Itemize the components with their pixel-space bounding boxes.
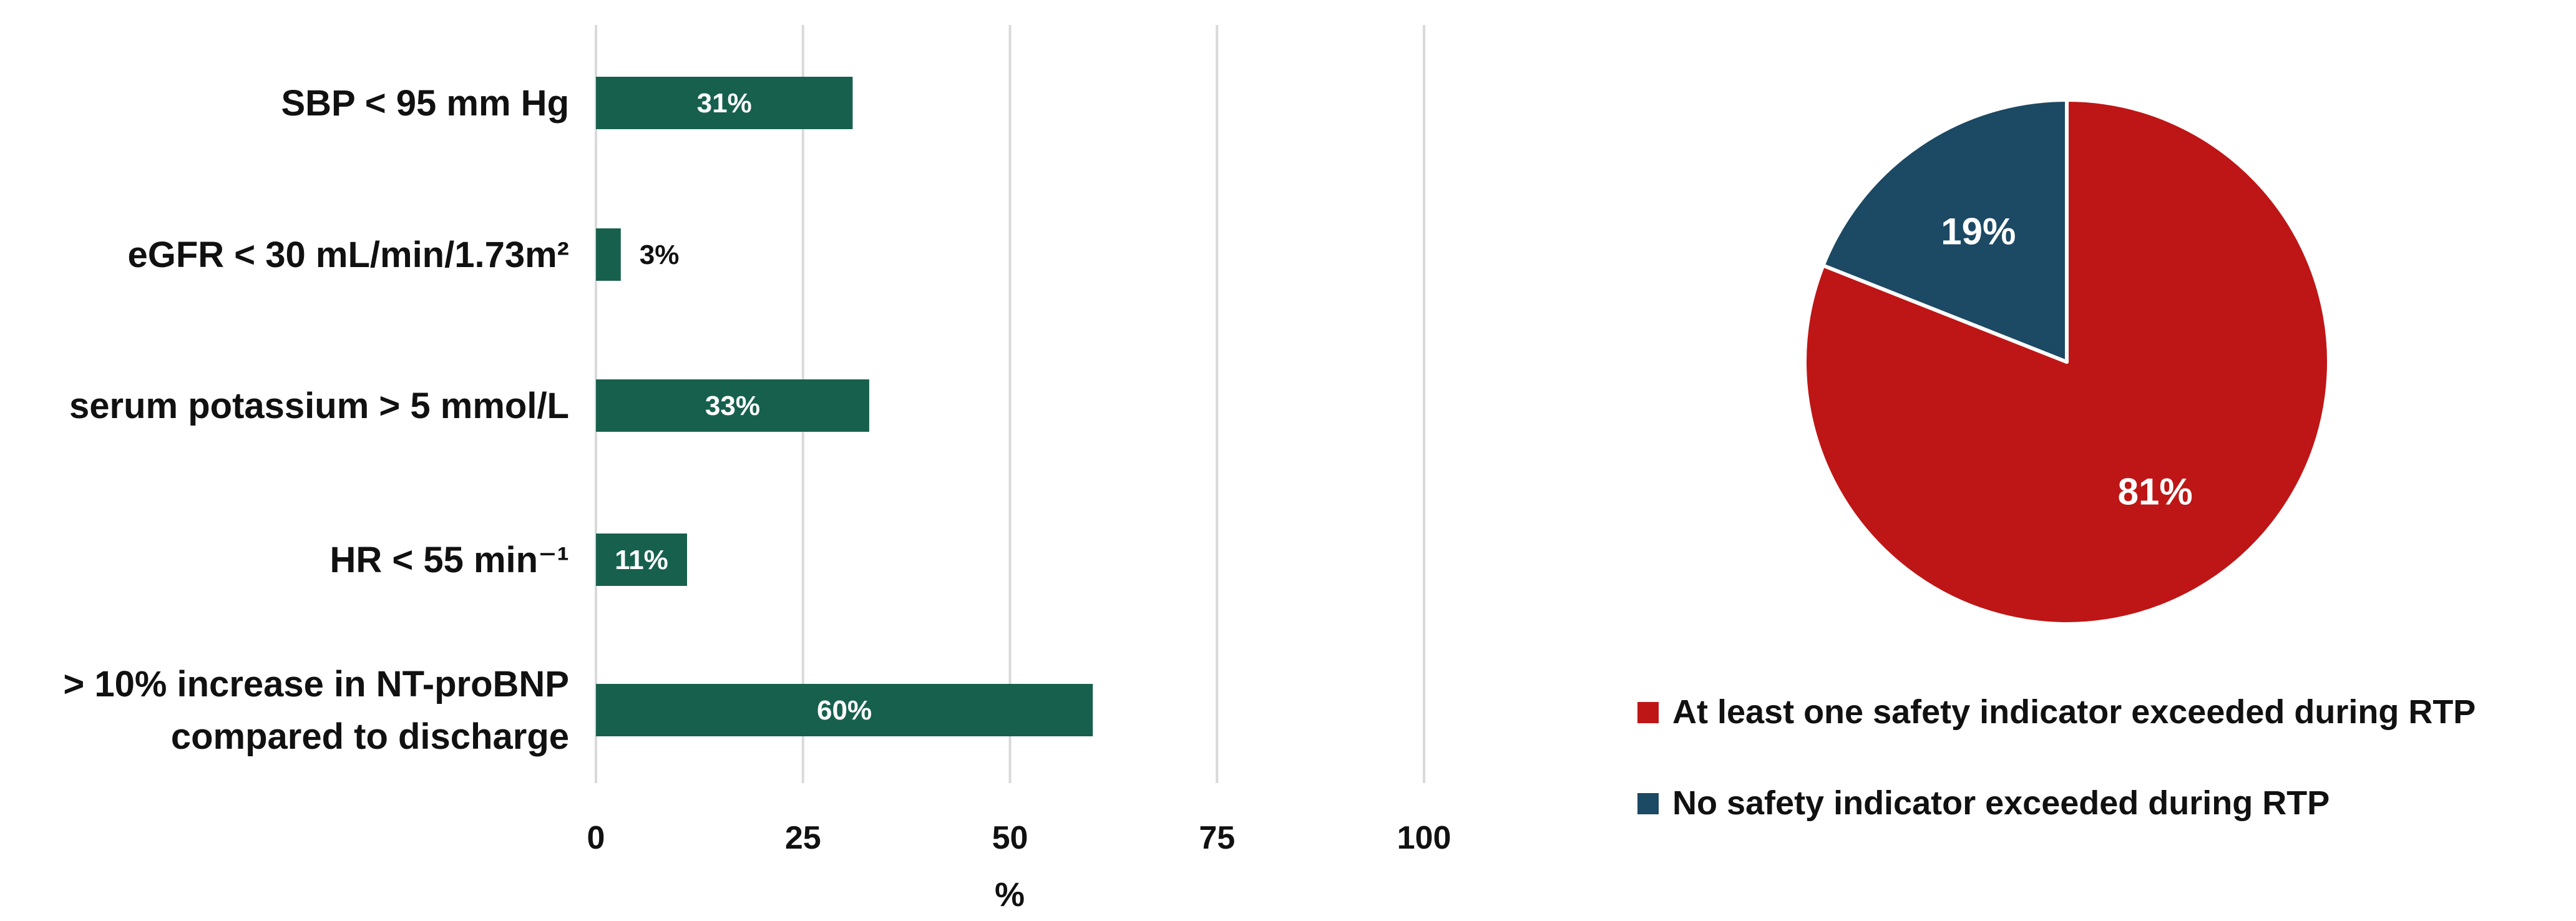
bar-4: [596, 684, 1093, 736]
bar-data-label-0: 31%: [697, 88, 752, 119]
bar-data-labels: 31% 3% 33% 11% 60%: [615, 88, 872, 726]
x-tick-label-0: 0: [587, 820, 605, 856]
category-label-4-line-1: compared to discharge: [171, 716, 569, 757]
bar-0: [596, 77, 853, 129]
bar-data-label-2: 33%: [705, 391, 760, 421]
x-tick-label-25: 25: [785, 820, 821, 856]
x-tick-label-50: 50: [992, 820, 1028, 856]
category-label-3: HR < 55 min⁻¹: [329, 540, 569, 580]
bar-3: [596, 534, 687, 586]
bars: [596, 77, 1093, 736]
x-axis-tick-labels: 0 25 50 75 100: [587, 820, 1451, 856]
category-label-0: SBP < 95 mm Hg: [281, 83, 569, 124]
category-label-4-line-0: > 10% increase in NT-proBNP: [63, 664, 569, 704]
gridlines: [595, 25, 1425, 783]
bar-data-label-3: 11%: [615, 545, 668, 575]
x-tick-label-75: 75: [1199, 820, 1235, 856]
bar-2: [596, 379, 869, 432]
category-label-2: serum potassium > 5 mmol/L: [69, 386, 569, 426]
category-labels: SBP < 95 mm Hg eGFR < 30 mL/min/1.73m² ser…: [63, 83, 569, 757]
x-axis-title: %: [995, 876, 1025, 914]
category-label-1: eGFR < 30 mL/min/1.73m²: [127, 235, 569, 275]
x-tick-label-100: 100: [1397, 820, 1451, 856]
bar-1: [596, 228, 621, 281]
bar-data-label-4: 60%: [817, 695, 872, 726]
bar-data-label-1: 3%: [640, 240, 680, 270]
